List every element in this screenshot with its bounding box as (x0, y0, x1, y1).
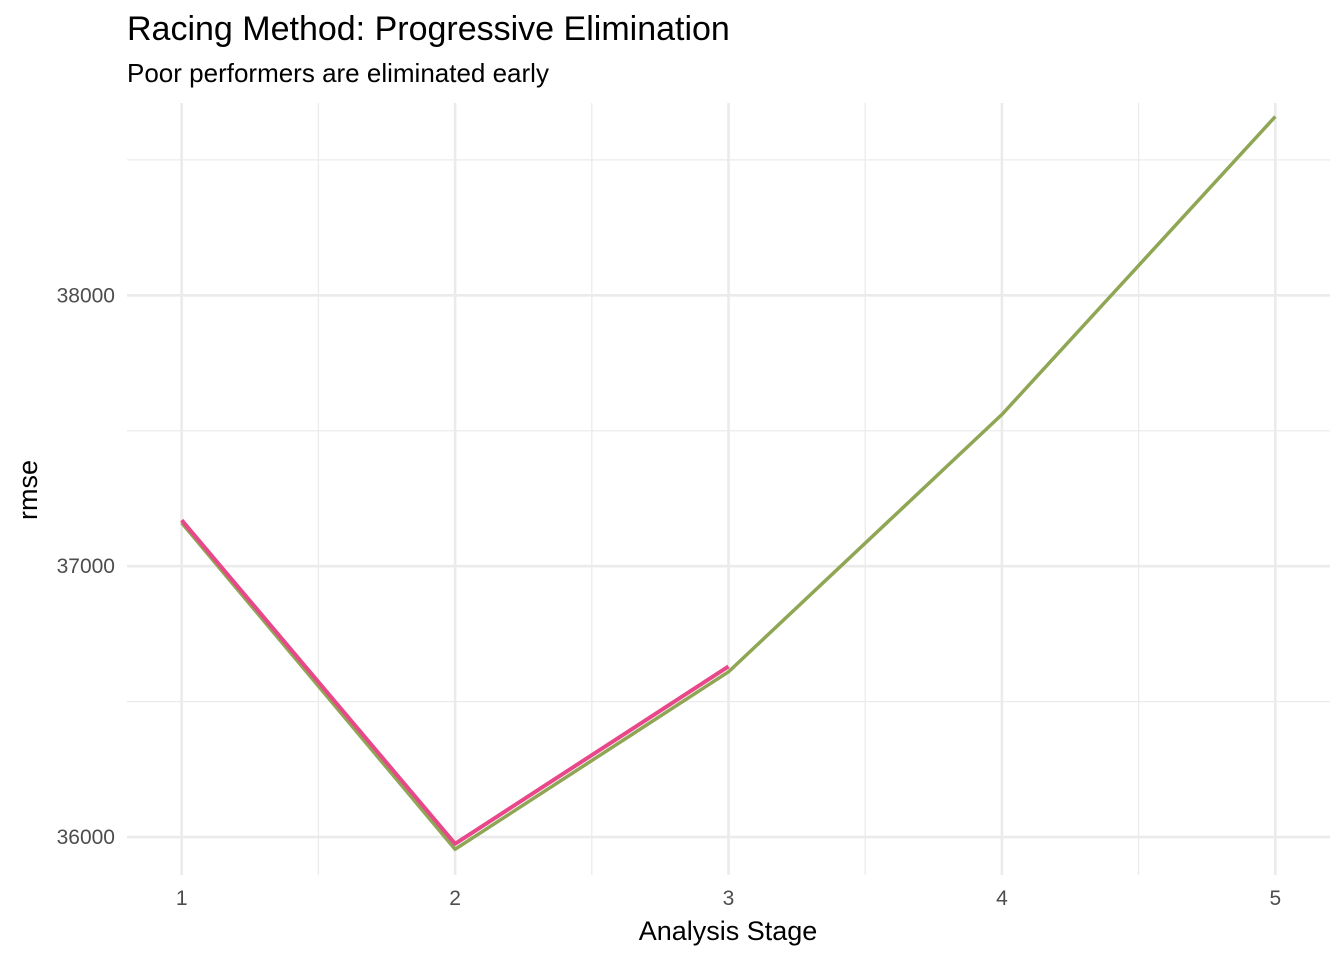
series-line-1 (180, 518, 730, 846)
x-axis-title: Analysis Stage (639, 916, 818, 946)
major-gridlines (127, 103, 1330, 875)
y-axis-title: rmse (13, 460, 43, 520)
x-tick-label: 1 (176, 887, 188, 910)
y-tick-label: 36000 (57, 826, 115, 849)
x-tick-label: 2 (449, 887, 461, 910)
chart-title: Racing Method: Progressive Elimination (127, 10, 730, 48)
y-axis-tick-labels: 36000 37000 38000 (57, 284, 115, 849)
x-tick-label: 5 (1269, 887, 1281, 910)
x-tick-label: 4 (996, 887, 1008, 910)
series-lines (180, 115, 1277, 852)
series-line-2 (180, 115, 1277, 852)
y-tick-label: 38000 (57, 284, 115, 307)
chart-subtitle: Poor performers are eliminated early (127, 58, 549, 88)
x-axis-tick-labels: 1 2 3 4 5 (176, 887, 1281, 910)
x-tick-label: 3 (723, 887, 735, 910)
y-tick-label: 37000 (57, 555, 115, 578)
